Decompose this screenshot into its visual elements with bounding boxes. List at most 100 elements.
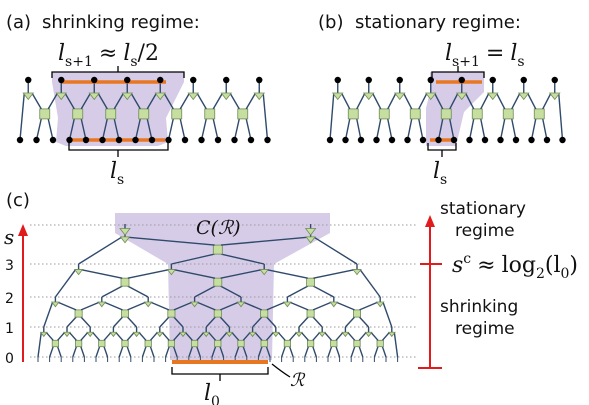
panel-b-top-formula: ls+1 = ls	[445, 41, 525, 70]
wire	[312, 316, 323, 328]
disentangler-tensor	[471, 108, 483, 120]
wire	[208, 332, 217, 341]
disentangler-tensor	[283, 339, 292, 348]
wire	[499, 118, 506, 141]
isometry-tensor	[236, 301, 246, 308]
scale-axis-arrow	[18, 224, 28, 362]
wire	[141, 346, 147, 358]
site-dot	[132, 136, 139, 144]
isometry-tensor	[304, 228, 317, 236]
isometry-tensor	[352, 269, 362, 276]
wire	[163, 93, 174, 110]
wire	[313, 236, 358, 265]
wire	[212, 118, 219, 141]
panel-a-top-formula: ls+1 ≈ ls/2	[58, 41, 159, 70]
wire	[313, 269, 354, 279]
disentangler-tensor	[352, 309, 361, 318]
wire	[81, 269, 123, 279]
wire	[56, 346, 62, 358]
disentangler-tensor	[306, 277, 316, 287]
wire	[103, 346, 109, 358]
level-lines	[30, 224, 418, 358]
wire	[252, 316, 263, 328]
wire	[179, 93, 190, 110]
disentangler-tensor	[75, 339, 83, 348]
panel-a-bottom-label: ls	[110, 159, 124, 188]
disentangler-tensor	[190, 339, 199, 348]
wire	[173, 332, 181, 341]
wire	[266, 316, 277, 328]
isometry-tensor	[86, 331, 95, 338]
site-dot	[334, 76, 341, 84]
isometry-tensor	[143, 301, 153, 308]
wire	[172, 346, 178, 358]
isometry-tensor	[248, 331, 257, 338]
wire	[174, 269, 216, 279]
site-dot	[466, 136, 473, 144]
wire	[126, 332, 135, 341]
site-dot	[520, 76, 527, 84]
wire	[245, 118, 252, 141]
wire	[375, 118, 382, 141]
disentangler-tensor	[138, 108, 150, 120]
site-dot	[256, 76, 263, 84]
wire	[146, 118, 153, 141]
wire	[359, 269, 381, 298]
site-dot	[181, 136, 189, 144]
panel-a-bottom-bracket	[68, 143, 169, 157]
wire	[127, 316, 138, 328]
site-dot	[49, 136, 57, 144]
wire	[449, 93, 459, 110]
disentangler-tensor	[409, 108, 421, 120]
wire	[35, 118, 42, 141]
site-dot	[99, 136, 106, 144]
disentangler-tensor	[120, 277, 130, 287]
site-dot	[342, 136, 349, 144]
wire	[257, 346, 263, 358]
site-dot	[115, 136, 123, 144]
isometry-tensor	[455, 92, 468, 101]
wire	[149, 346, 155, 358]
wire	[92, 332, 101, 341]
isometry-tensor	[62, 331, 72, 338]
site-dot	[388, 136, 396, 144]
panel-b-caption: stationary regime:	[355, 12, 521, 33]
wire	[277, 332, 286, 341]
wire	[468, 118, 475, 141]
isometry-tensor	[202, 331, 211, 338]
isometry-tensor	[119, 228, 131, 236]
disentangler-tensor	[171, 108, 183, 120]
site-dot	[326, 136, 334, 144]
wire	[173, 316, 184, 328]
wire	[437, 118, 444, 141]
scale-axis-label: s	[4, 225, 14, 249]
wire	[103, 332, 112, 341]
wire	[480, 118, 486, 141]
wire	[220, 236, 308, 246]
wire	[418, 93, 428, 110]
site-dot	[82, 136, 90, 144]
wire	[115, 332, 124, 341]
disentangler-tensor	[213, 309, 222, 318]
site-dot	[91, 76, 98, 84]
site-dot	[66, 136, 73, 144]
site-dot	[435, 136, 442, 144]
wire	[465, 93, 475, 110]
wire	[231, 332, 240, 341]
wire	[205, 316, 216, 328]
wire	[173, 301, 192, 311]
site-dot	[157, 76, 164, 84]
wire	[496, 93, 506, 110]
wire	[267, 269, 308, 279]
wire	[80, 301, 100, 311]
crossover-formula: sc ≈ log2(l0)	[452, 251, 578, 282]
wire	[335, 346, 341, 358]
wire	[167, 118, 174, 141]
wire	[393, 332, 399, 358]
level-label-3: 3	[5, 258, 14, 274]
wire	[220, 253, 265, 265]
wire	[344, 316, 355, 328]
level-label-0: 0	[5, 351, 14, 367]
wire	[359, 301, 378, 311]
